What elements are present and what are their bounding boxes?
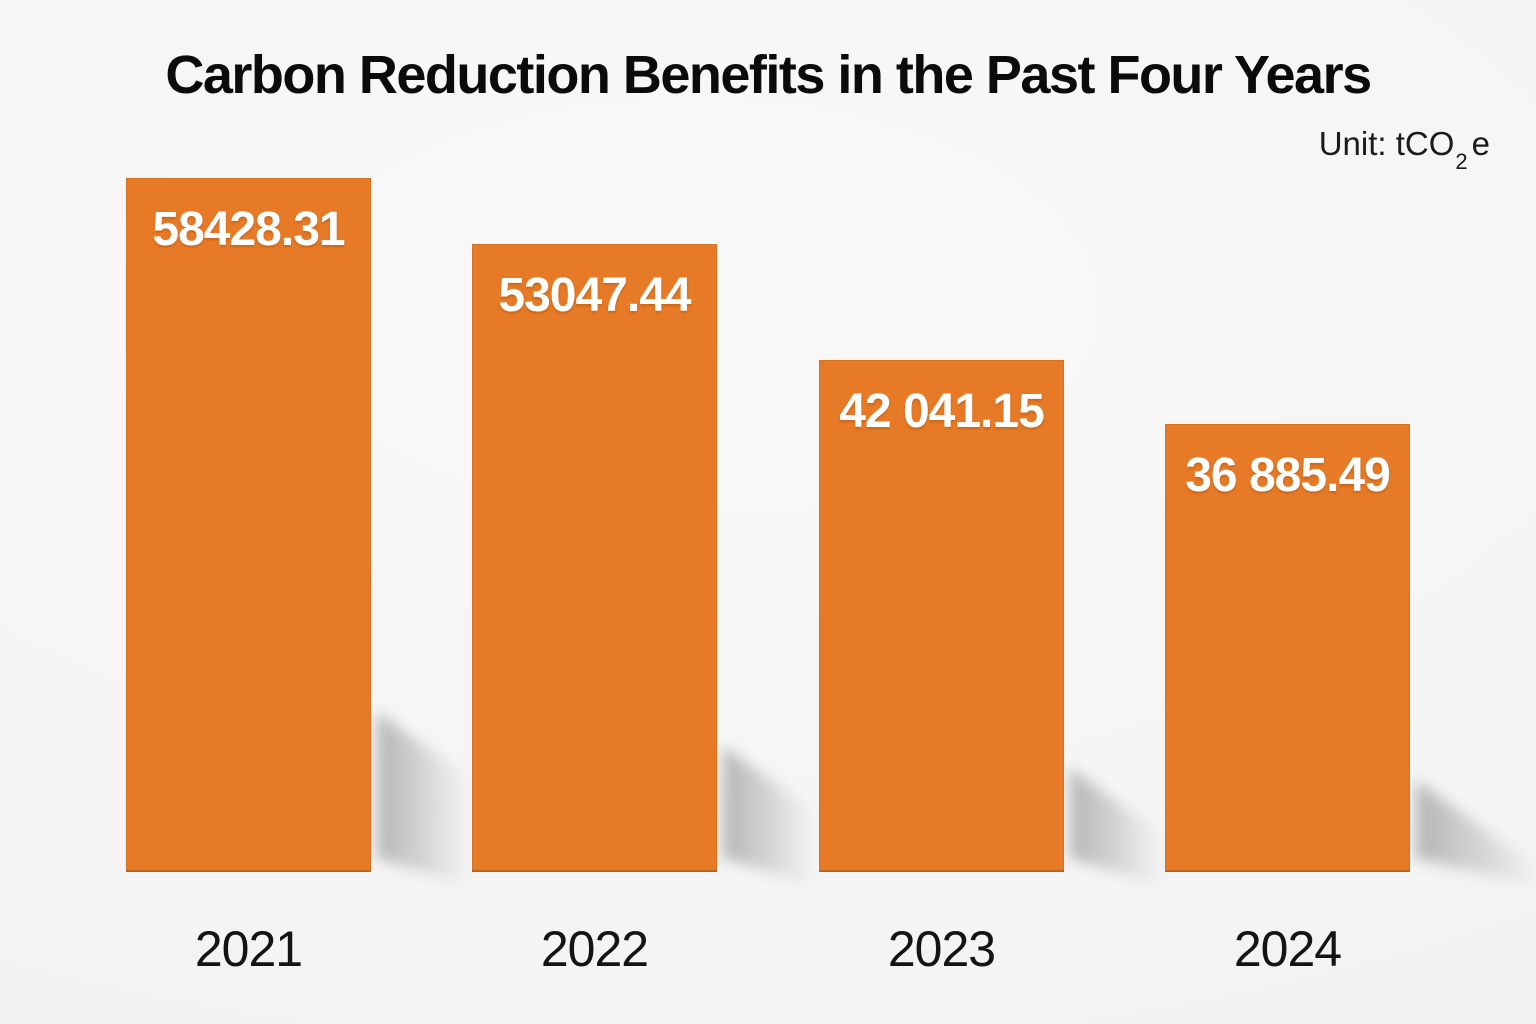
unit-label-suffix: e — [1471, 125, 1490, 162]
bar-value-label-2021: 58428.31 — [152, 203, 345, 256]
bar-value-label-2024: 36 885.49 — [1185, 449, 1391, 502]
x-axis-label-2021: 2021 — [194, 921, 303, 977]
bar-shadow-2023 — [1070, 768, 1162, 886]
x-axis-label-2024: 2024 — [1233, 921, 1342, 977]
unit-label: Unit: tCO2 e — [1318, 125, 1490, 172]
bar-shadow-2024 — [1416, 780, 1536, 886]
bar-2024: 36 885.49 — [1165, 424, 1410, 872]
x-axis-label-2023: 2023 — [887, 921, 996, 977]
bar-shadow-2022 — [723, 746, 815, 886]
bar-2022: 53047.44 — [472, 244, 717, 872]
bar-2023: 42 041.15 — [819, 360, 1064, 872]
bar-shadow-2021 — [377, 712, 469, 886]
x-axis-label-2022: 2022 — [540, 921, 649, 977]
bar-value-label-2022: 53047.44 — [498, 269, 691, 322]
bar-value-label-2023: 42 041.15 — [839, 385, 1045, 438]
bar-2021: 58428.31 — [126, 178, 371, 872]
unit-label-prefix: Unit: tCO — [1318, 125, 1455, 162]
chart-title: Carbon Reduction Benefits in the Past Fo… — [165, 45, 1372, 105]
unit-label-subscript: 2 — [1455, 148, 1468, 174]
